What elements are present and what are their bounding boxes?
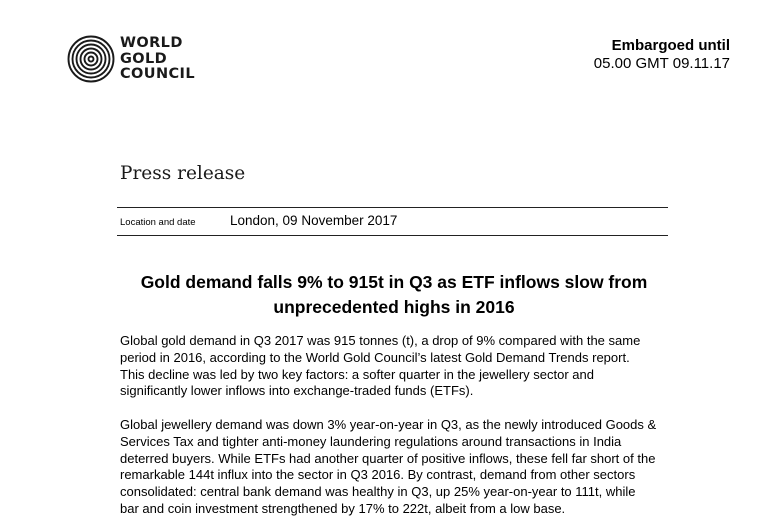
headline-line: Gold demand falls 9% to 915t in Q3 as ET… [140,272,648,292]
paragraph-line: This decline was led by two key factors:… [120,366,594,382]
location-date-value: London, 09 November 2017 [230,213,398,228]
logo-line-2: GOLD [120,50,168,67]
world-gold-council-logo: WORLD GOLD COUNCIL [67,35,207,85]
top-divider [117,207,668,208]
logo-line-3: COUNCIL [120,66,195,82]
embargo-title: Embargoed until [611,37,730,54]
concentric-circles-logo-icon [67,35,115,83]
paragraph-line: Global gold demand in Q3 2017 was 915 to… [120,333,641,348]
paragraph-2: Global jewellery demand was down 3% year… [120,417,680,518]
paragraph-line: significantly lower inflows into exchang… [120,383,474,399]
location-date-label: Location and date [120,217,196,228]
paragraph-line: period in 2016, according to the World G… [120,349,630,365]
headline-line: unprecedented highs in 2016 [273,297,515,317]
paragraph-line: consolidated: central bank demand was he… [120,484,636,500]
logo-wordmark: WORLD GOLD COUNCIL [120,35,195,83]
bottom-divider [117,235,668,236]
paragraph-line: Services Tax and tighter anti-money laun… [120,433,622,449]
paragraph-line: deterred buyers. While ETFs had another … [120,450,656,466]
paragraph-line: Global jewellery demand was down 3% year… [120,417,657,432]
document-type-heading: Press release [120,163,246,184]
logo-line-1: WORLD [120,35,183,51]
paragraph-1: Global gold demand in Q3 2017 was 915 to… [120,333,680,400]
paragraph-line: bar and coin investment strengthened by … [120,500,566,516]
headline: Gold demand falls 9% to 915t in Q3 as ET… [120,270,668,320]
embargo-notice: Embargoed until 05.00 GMT 09.11.17 [594,37,730,73]
paragraph-line: remarkable 144t influx into the sector i… [120,467,636,483]
embargo-datetime: 05.00 GMT 09.11.17 [593,55,730,72]
